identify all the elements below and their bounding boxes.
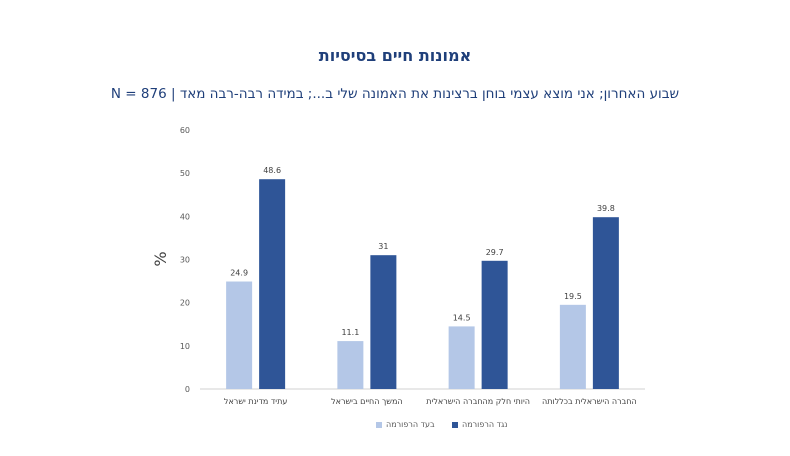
y-tick-label: 30 bbox=[180, 256, 190, 265]
y-tick-label: 0 bbox=[185, 385, 190, 394]
data-label: 14.5 bbox=[453, 313, 471, 322]
bar bbox=[448, 326, 475, 389]
y-tick-label: 60 bbox=[180, 126, 190, 135]
bar bbox=[370, 255, 397, 389]
data-label: 19.5 bbox=[564, 292, 582, 301]
x-tick-label: היותי חלק מהחברה הישראלית bbox=[426, 397, 530, 406]
legend-swatch bbox=[452, 422, 458, 428]
y-tick-label: 20 bbox=[180, 299, 190, 308]
bar bbox=[592, 217, 619, 389]
y-tick-label: 10 bbox=[180, 342, 190, 351]
data-label: 11.1 bbox=[341, 328, 359, 337]
y-tick-label: 50 bbox=[180, 169, 190, 178]
legend-swatch bbox=[376, 422, 382, 428]
x-tick-label: עתיד מדינת ישראל bbox=[224, 397, 287, 406]
bar bbox=[226, 281, 253, 389]
bar bbox=[259, 179, 286, 389]
y-tick-label: 40 bbox=[180, 212, 190, 221]
chart-subtitle: שבוע האחרון; אני מוצא עצמי בוחן ברצינות … bbox=[110, 86, 680, 102]
data-label: 24.9 bbox=[230, 269, 248, 278]
data-label: 31 bbox=[378, 242, 388, 251]
x-tick-label: המשך החיים בישראל bbox=[331, 397, 403, 406]
y-axis-label: % bbox=[151, 251, 170, 266]
bar bbox=[481, 260, 508, 389]
chart-title: אמונות חיים בסיסיות bbox=[318, 46, 472, 65]
data-label: 29.7 bbox=[486, 248, 504, 257]
bar bbox=[337, 341, 364, 389]
data-label: 48.6 bbox=[263, 166, 281, 175]
data-label: 39.8 bbox=[597, 204, 615, 213]
legend-label: נגד הרפורמה bbox=[462, 420, 508, 429]
x-tick-label: החברה הישראלית בכללותה bbox=[542, 397, 637, 406]
legend-label: בעד הרפורמה bbox=[386, 420, 435, 429]
bar bbox=[559, 304, 586, 389]
